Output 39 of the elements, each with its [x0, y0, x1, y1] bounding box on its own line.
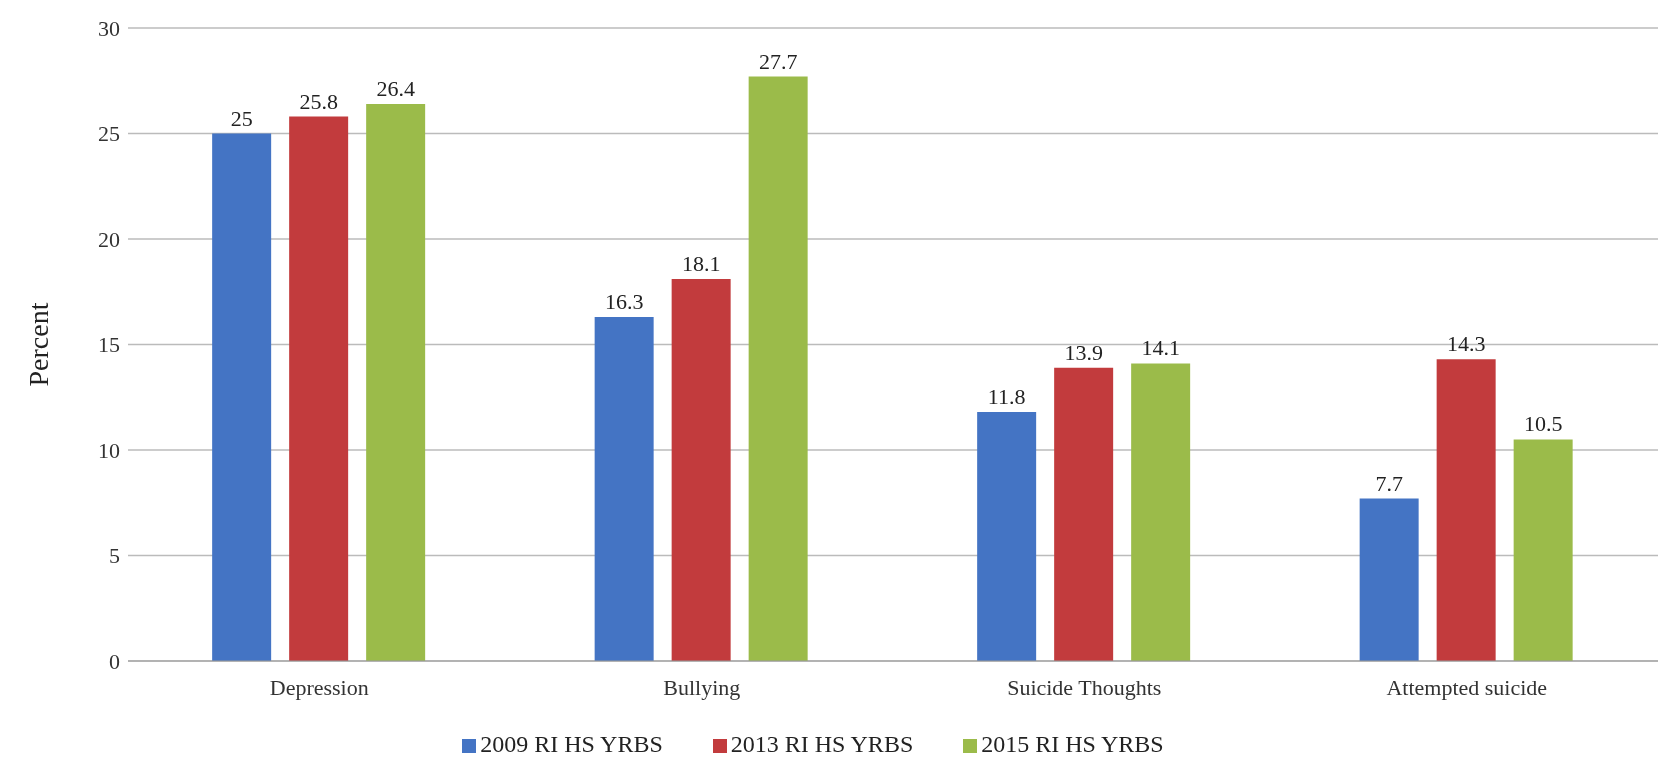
bar: [366, 103, 426, 661]
bar: [671, 279, 731, 661]
y-tick-label: 0: [109, 648, 120, 674]
data-label: 13.9: [1064, 339, 1103, 365]
data-label: 16.3: [604, 289, 644, 315]
x-tick-label: Suicide Thoughts: [1007, 674, 1162, 700]
legend-label: 2009 RI HS YRBS: [480, 731, 663, 757]
y-axis-title: Percent: [22, 302, 54, 387]
data-label: 18.1: [681, 251, 721, 277]
bar: [1513, 439, 1573, 661]
bar: [977, 412, 1037, 661]
data-label: 10.5: [1523, 411, 1563, 437]
bar: [594, 317, 654, 661]
y-tick-label: 5: [109, 543, 120, 569]
data-label: 7.7: [1375, 470, 1403, 496]
data-label: 26.4: [376, 75, 415, 101]
y-tick-label: 25: [98, 121, 120, 147]
data-label: 11.8: [987, 384, 1026, 410]
x-tick-label: Depression: [269, 674, 369, 700]
y-tick-label: 15: [98, 332, 120, 358]
bar: [289, 116, 349, 661]
bar: [1436, 359, 1496, 661]
bar: [1054, 367, 1114, 661]
x-tick-label: Attempted suicide: [1386, 674, 1548, 700]
y-tick-label: 30: [98, 15, 120, 41]
bar: [1131, 363, 1191, 661]
data-label: 25: [230, 105, 253, 131]
data-label: 27.7: [758, 48, 798, 74]
bar: [212, 133, 272, 661]
x-tick-label: Bullying: [663, 674, 741, 700]
legend-label: 2013 RI HS YRBS: [730, 731, 914, 757]
data-label: 14.3: [1446, 331, 1486, 357]
data-label: 25.8: [299, 88, 338, 114]
y-tick-label: 20: [98, 226, 120, 252]
bar: [748, 76, 808, 661]
bar: [1359, 498, 1419, 661]
y-tick-label: 10: [98, 437, 120, 463]
data-label: 14.1: [1141, 335, 1180, 361]
legend-label: 2015 RI HS YRBS: [981, 731, 1164, 757]
